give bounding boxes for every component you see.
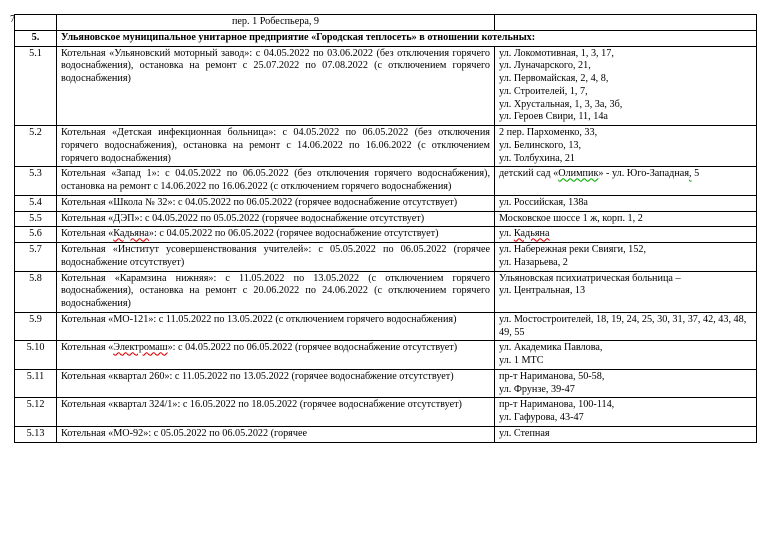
row-number: 5.10 bbox=[15, 341, 57, 370]
row-desc: Котельная «Кадьяна»: с 04.05.2022 по 06.… bbox=[57, 227, 495, 243]
section-row: 5.Ульяновское муниципальное унитарное пр… bbox=[15, 30, 757, 46]
table-row: 5.3Котельная «Запад 1»: с 04.05.2022 по … bbox=[15, 167, 757, 196]
row-number: 5.3 bbox=[15, 167, 57, 196]
row-addr: ул. Российская, 138а bbox=[495, 195, 757, 211]
table-row: 5.7Котельная «Институт усовершенствовани… bbox=[15, 243, 757, 272]
row-addr: ул. Локомотивная, 1, 3, 17,ул. Луначарск… bbox=[495, 46, 757, 126]
table-row: 5.12Котельная «квартал 324/1»: с 16.05.2… bbox=[15, 398, 757, 427]
table-row: 5.6Котельная «Кадьяна»: с 04.05.2022 по … bbox=[15, 227, 757, 243]
section-title: Ульяновское муниципальное унитарное пред… bbox=[57, 30, 757, 46]
row-desc: Котельная «МО-92»: с 05.05.2022 по 06.05… bbox=[57, 426, 495, 442]
row-number: 5.11 bbox=[15, 369, 57, 398]
table-row: 5.9Котельная «МО-121»: с 11.05.2022 по 1… bbox=[15, 312, 757, 341]
row-addr: Московское шоссе 1 ж, корп. 1, 2 bbox=[495, 211, 757, 227]
row-number: 5.1 bbox=[15, 46, 57, 126]
row-addr: ул. Академика Павлова,ул. 1 МТС bbox=[495, 341, 757, 370]
row-addr: пр-т Нариманова, 100-114,ул. Гафурова, 4… bbox=[495, 398, 757, 427]
row-number: 5.7 bbox=[15, 243, 57, 272]
row-number: 5.5 bbox=[15, 211, 57, 227]
row-desc: Котельная «Детская инфекционная больница… bbox=[57, 126, 495, 167]
row-desc: Котельная «МО-121»: с 11.05.2022 по 13.0… bbox=[57, 312, 495, 341]
table-row: 5.1Котельная «Ульяновский моторный завод… bbox=[15, 46, 757, 126]
row-addr: ул. Мостостроителей, 18, 19, 24, 25, 30,… bbox=[495, 312, 757, 341]
row-number: 5.4 bbox=[15, 195, 57, 211]
row-addr: Ульяновская психиатрическая больница –ул… bbox=[495, 271, 757, 312]
row-desc: Котельная «ДЭП»: с 04.05.2022 по 05.05.2… bbox=[57, 211, 495, 227]
row-addr bbox=[495, 15, 757, 31]
row-desc: Котельная «Электромаш»: с 04.05.2022 по … bbox=[57, 341, 495, 370]
row-addr: ул. Набережная реки Свияги, 152,ул. Наза… bbox=[495, 243, 757, 272]
row-number: 5.12 bbox=[15, 398, 57, 427]
row-addr: ул. Кадьяна bbox=[495, 227, 757, 243]
row-desc: Котельная «Карамзина нижняя»: с 11.05.20… bbox=[57, 271, 495, 312]
table-row: пер. 1 Робеспьера, 9 bbox=[15, 15, 757, 31]
row-number: 5.6 bbox=[15, 227, 57, 243]
table-row: 5.10Котельная «Электромаш»: с 04.05.2022… bbox=[15, 341, 757, 370]
schedule-table: пер. 1 Робеспьера, 95.Ульяновское муници… bbox=[14, 14, 757, 443]
row-number: 5.13 bbox=[15, 426, 57, 442]
table-row: 5.4Котельная «Школа № 32»: с 04.05.2022 … bbox=[15, 195, 757, 211]
row-desc: Котельная «Запад 1»: с 04.05.2022 по 06.… bbox=[57, 167, 495, 196]
table-row: 5.5Котельная «ДЭП»: с 04.05.2022 по 05.0… bbox=[15, 211, 757, 227]
table-row: 5.2Котельная «Детская инфекционная больн… bbox=[15, 126, 757, 167]
row-desc: Котельная «Институт усовершенствования у… bbox=[57, 243, 495, 272]
row-addr: 2 пер. Пархоменко, 33,ул. Белинского, 13… bbox=[495, 126, 757, 167]
page-number: 7 bbox=[10, 14, 15, 25]
row-desc: Котельная «квартал 324/1»: с 16.05.2022 … bbox=[57, 398, 495, 427]
row-addr: пр-т Нариманова, 50-58,ул. Фрунзе, 39-47 bbox=[495, 369, 757, 398]
section-number: 5. bbox=[15, 30, 57, 46]
row-number: 5.8 bbox=[15, 271, 57, 312]
row-addr: ул. Степная bbox=[495, 426, 757, 442]
row-number: 5.2 bbox=[15, 126, 57, 167]
row-desc: Котельная «квартал 260»: с 11.05.2022 по… bbox=[57, 369, 495, 398]
row-desc: Котельная «Ульяновский моторный завод»: … bbox=[57, 46, 495, 126]
table-row: 5.13Котельная «МО-92»: с 05.05.2022 по 0… bbox=[15, 426, 757, 442]
row-number bbox=[15, 15, 57, 31]
table-row: 5.8Котельная «Карамзина нижняя»: с 11.05… bbox=[15, 271, 757, 312]
row-desc: пер. 1 Робеспьера, 9 bbox=[57, 15, 495, 31]
row-desc: Котельная «Школа № 32»: с 04.05.2022 по … bbox=[57, 195, 495, 211]
row-addr: детский сад «Олимпик» - ул. Юго-Западная… bbox=[495, 167, 757, 196]
row-number: 5.9 bbox=[15, 312, 57, 341]
table-row: 5.11Котельная «квартал 260»: с 11.05.202… bbox=[15, 369, 757, 398]
